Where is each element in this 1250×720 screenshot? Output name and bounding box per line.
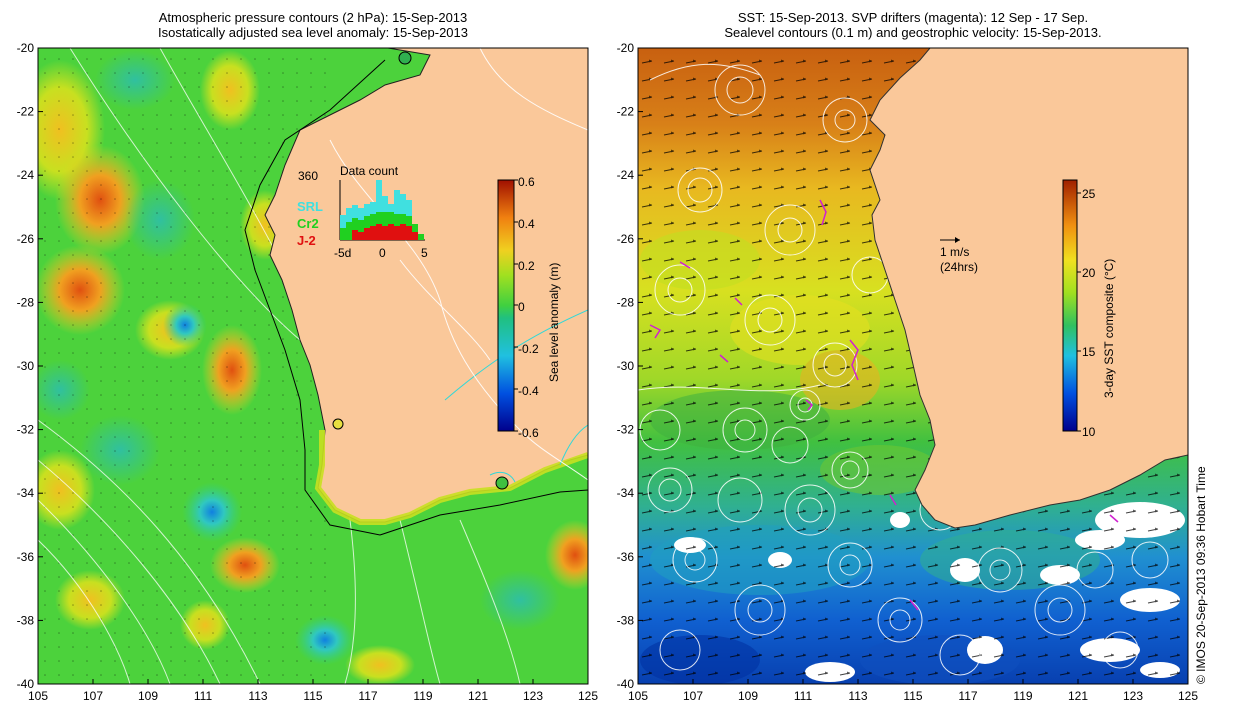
inset-xtick-1: 0 [379, 246, 386, 260]
velocity-key-speed: 1 m/s [940, 245, 969, 259]
inset-legend-srl: SRL [297, 199, 323, 214]
right-y-tick-label: -24 [617, 168, 635, 182]
left-x-tick-label: 109 [138, 689, 158, 703]
right-y-tick-label: -26 [617, 232, 635, 246]
left-y-tick-label: -36 [17, 550, 35, 564]
sla-tick-4: -0.2 [518, 342, 539, 356]
right-x-tick-label: 125 [1178, 689, 1198, 703]
right-x-tick-label: 123 [1123, 689, 1143, 703]
inset-legend-cr2: Cr2 [297, 216, 319, 231]
left-y-tick-label: -32 [17, 423, 35, 437]
left-y-tick-label: -40 [17, 677, 35, 691]
sla-tick-3: 0 [518, 300, 525, 314]
left-y-tick-label: -24 [17, 168, 35, 182]
left-x-tick-label: 115 [303, 689, 322, 703]
left-y-tick-label: -30 [17, 359, 35, 373]
sla-tick-6: -0.6 [518, 426, 539, 440]
station-marker [495, 476, 509, 490]
sla-tick-2: 0.2 [518, 259, 535, 273]
inset-xtick-0: -5d [334, 246, 351, 260]
left-x-tick-label: 119 [413, 689, 432, 703]
left-y-tick-label: -26 [17, 232, 35, 246]
left-x-tick-label: 123 [523, 689, 543, 703]
right-y-tick-label: -28 [617, 295, 635, 309]
imos-credit: © IMOS 20-Sep-2013 09:36 Hobart Time [1194, 466, 1208, 684]
right-x-tick-label: 113 [848, 689, 867, 703]
right-y-tick-label: -36 [617, 550, 635, 564]
left-map [38, 48, 588, 684]
left-x-tick-label: 117 [358, 689, 377, 703]
inset-bars [340, 180, 424, 240]
station-marker [398, 51, 412, 65]
right-x-tick-label: 109 [738, 689, 758, 703]
sst-tick-0: 25 [1082, 187, 1096, 201]
left-title-line2: Isostatically adjusted sea level anomaly… [157, 25, 468, 40]
sla-colorbar-label: Sea level anomaly (m) [547, 263, 561, 382]
velocity-key-period: (24hrs) [940, 260, 978, 274]
right-title-line1: SST: 15-Sep-2013. SVP drifters (magenta)… [737, 10, 1089, 25]
right-title-line2: Sealevel contours (0.1 m) and geostrophi… [724, 25, 1102, 40]
left-x-tick-label: 121 [468, 689, 488, 703]
right-y-tick-label: -40 [617, 677, 635, 691]
axes: 105 107 109 111 113 115 117 119 121 123 125-20-22-… [17, 41, 1199, 703]
left-y-tick-label: -34 [17, 486, 35, 500]
right-x-tick-label: 119 [1013, 689, 1032, 703]
left-y-tick-label: -20 [17, 41, 35, 55]
sla-tick-5: -0.4 [518, 384, 539, 398]
left-title-line1: Atmospheric pressure contours (2 hPa): 1… [158, 10, 468, 25]
left-x-tick-label: 105 [28, 689, 48, 703]
sla-colorbar: 0.6 0.4 0.2 0 -0.2 -0.4 -0.6 Sea level a… [497, 175, 561, 440]
inset-legend-j2: J-2 [297, 233, 316, 248]
right-x-tick-label: 105 [628, 689, 648, 703]
right-map [638, 48, 1188, 684]
sst-tick-3: 10 [1082, 425, 1096, 439]
left-x-tick-label: 125 [578, 689, 598, 703]
sst-tick-2: 15 [1082, 345, 1096, 359]
right-y-tick-label: -38 [617, 613, 635, 627]
left-y-tick-label: -38 [17, 613, 35, 627]
right-title: SST: 15-Sep-2013. SVP drifters (magenta)… [638, 10, 1188, 40]
velocity-key: 1 m/s (24hrs) [940, 237, 978, 274]
sla-tick-1: 0.4 [518, 217, 535, 231]
right-y-tick-label: -20 [617, 41, 635, 55]
right-y-tick-label: -32 [617, 423, 635, 437]
right-y-tick-label: -30 [617, 359, 635, 373]
sst-colorbar: 25 20 15 10 3-day SST composite (°C) [1062, 179, 1116, 439]
left-y-tick-label: -28 [17, 295, 35, 309]
inset-title: Data count [340, 164, 399, 178]
right-x-tick-label: 115 [903, 689, 922, 703]
left-title: Atmospheric pressure contours (2 hPa): 1… [38, 10, 588, 40]
data-count-inset: 360 Data count SRL Cr2 J-2 -5d 0 5 [297, 164, 428, 260]
left-x-tick-label: 111 [194, 689, 213, 703]
sealevel-contours [638, 63, 1169, 676]
sst-colorbar-label: 3-day SST composite (°C) [1102, 259, 1116, 398]
svp-drifter-tracks [649, 199, 1119, 611]
inset-max-label: 360 [298, 169, 318, 183]
left-y-tick-label: -22 [17, 105, 35, 119]
left-x-tick-label: 107 [83, 689, 103, 703]
sst-tick-1: 20 [1082, 266, 1096, 280]
right-x-tick-label: 111 [794, 689, 813, 703]
station-marker [332, 418, 344, 430]
inset-xtick-2: 5 [421, 246, 428, 260]
sla-tick-0: 0.6 [518, 175, 535, 189]
right-y-tick-label: -22 [617, 105, 635, 119]
right-x-tick-label: 121 [1068, 689, 1088, 703]
right-x-tick-label: 107 [683, 689, 703, 703]
right-y-tick-label: -34 [617, 486, 635, 500]
australia-land-right [869, 48, 1188, 529]
right-x-tick-label: 117 [958, 689, 977, 703]
left-x-tick-label: 113 [248, 689, 267, 703]
